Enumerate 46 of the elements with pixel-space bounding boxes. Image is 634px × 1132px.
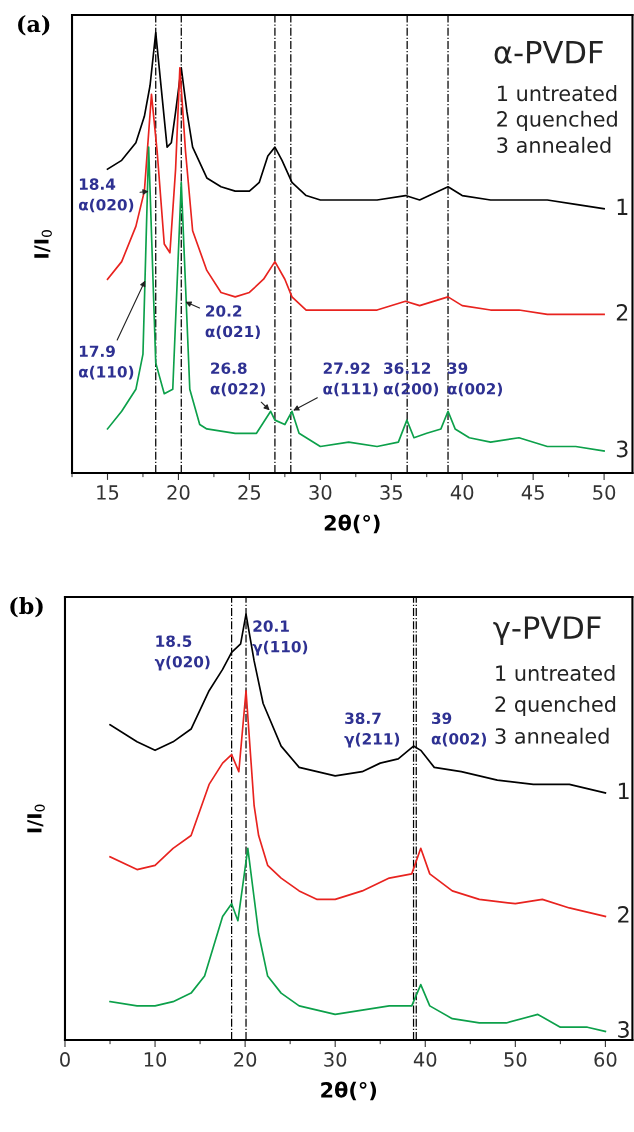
annotation: 2 quenched	[495, 695, 616, 717]
annotation: 26.8 α(022)	[210, 362, 265, 397]
annotation: 3 annealed	[495, 727, 609, 744]
annotation: 36.12 α(200)	[383, 362, 439, 397]
annotation: 2 quenched	[497, 110, 617, 131]
x-tick-label: 25	[238, 485, 261, 500]
x-tick-label: 40	[450, 485, 474, 500]
x-tick-label: 15	[97, 485, 119, 500]
annotation: α-PVDF	[494, 41, 603, 64]
x-tick-label: 35	[380, 485, 402, 500]
annotation: 38.7 γ(211)	[344, 712, 400, 748]
x-tick-label: 45	[521, 485, 544, 500]
annotation: 1 untreated	[496, 664, 615, 682]
x-tick-label: 30	[309, 485, 332, 500]
x-tick-label: 50	[504, 1052, 527, 1067]
x-tick-label: 50	[593, 485, 616, 500]
annotation: 27.92 α(111)	[323, 362, 378, 397]
annotation: 18.5 γ(020)	[154, 635, 210, 671]
annotation: 17.9 α(110)	[78, 345, 134, 380]
x-tick-label: 20	[234, 1052, 257, 1067]
series-label: 3	[618, 1021, 629, 1038]
series-label: 2	[616, 304, 628, 321]
x-tick-label: 0	[60, 1052, 70, 1067]
series-label: 1	[617, 198, 628, 215]
x-tick-label: 60	[594, 1052, 617, 1067]
annotation: 20.2 α(021)	[205, 305, 260, 340]
series-label: 1	[618, 782, 629, 800]
annotation: 1 untreated	[498, 85, 617, 102]
x-tick-label: 20	[167, 485, 190, 500]
annotation: γ-PVDF	[493, 616, 601, 646]
chart-title: (a)	[18, 15, 50, 36]
y-axis-title: I/I$_{0}$	[27, 804, 45, 833]
annotation: 39 α(002)	[447, 362, 503, 397]
x-axis-title: 2θ(°)	[324, 514, 380, 534]
annotation: 20.1 γ(110)	[252, 620, 308, 656]
x-tick-label: 40	[413, 1052, 437, 1067]
x-tick-label: 10	[144, 1052, 167, 1067]
chart-title: (b)	[10, 597, 43, 618]
series-label: 2	[618, 906, 629, 923]
annotation: 39 α(002)	[431, 712, 487, 747]
annotation: 3 annealed	[497, 136, 611, 153]
y-axis-title: I/I$_{0}$	[34, 230, 52, 258]
x-tick-label: 30	[324, 1052, 347, 1067]
x-axis-title: 2θ(°)	[321, 1081, 377, 1101]
series-label: 3	[616, 440, 628, 458]
annotation: 18.4 α(020)	[78, 178, 134, 213]
